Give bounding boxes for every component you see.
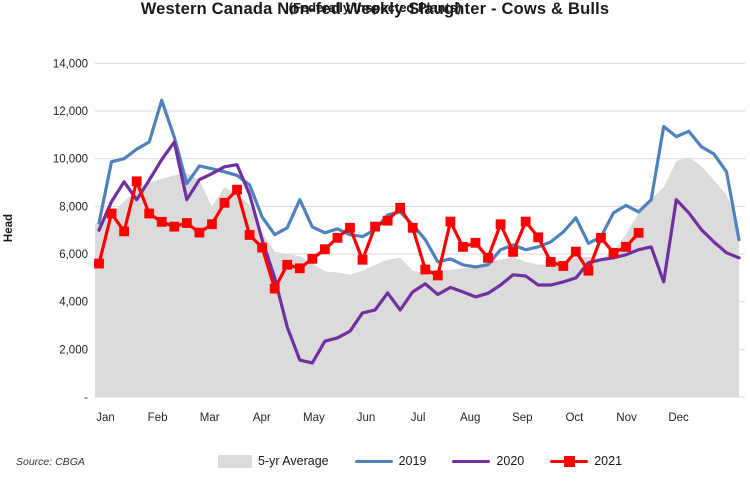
data-point-marker: [219, 197, 230, 208]
data-point-marker: [633, 227, 644, 238]
data-point-marker: [194, 227, 205, 238]
data-point-marker: [144, 208, 155, 219]
data-point-marker: [533, 232, 544, 243]
y-tick-label: 6,000: [59, 249, 88, 261]
data-point-marker: [269, 283, 280, 294]
y-tick-label: 14,000: [53, 58, 88, 70]
x-tick-label: Jan: [96, 412, 115, 424]
legend-item-2021: 2021: [550, 454, 622, 468]
data-point-marker: [445, 216, 456, 227]
data-point-marker: [131, 176, 142, 187]
data-point-marker: [332, 232, 343, 243]
data-point-marker: [470, 237, 481, 248]
data-point-marker: [181, 218, 192, 228]
legend-label: 2019: [398, 454, 427, 468]
x-tick-label: Oct: [565, 412, 584, 424]
data-point-marker: [119, 226, 129, 237]
x-tick-label: Sep: [512, 412, 532, 424]
data-point-marker: [207, 219, 217, 230]
data-point-marker: [395, 202, 406, 213]
y-tick-label: 2,000: [59, 344, 88, 356]
y-tick-label: 8,000: [59, 201, 88, 213]
line-square-swatch-icon: [550, 455, 589, 468]
data-point-marker: [357, 254, 368, 265]
data-point-marker: [458, 241, 468, 252]
x-tick-label: May: [303, 412, 325, 424]
source-note: Source: CBGA: [16, 456, 85, 468]
legend-item-5yr-average: 5-yr Average: [217, 454, 329, 468]
data-point-marker: [382, 215, 393, 226]
data-point-marker: [169, 221, 180, 232]
x-tick-label: Feb: [148, 412, 168, 424]
line-swatch-icon: [452, 455, 491, 468]
data-point-marker: [294, 263, 305, 274]
line-swatch-icon: [354, 455, 393, 468]
data-point-marker: [608, 247, 619, 258]
data-point-marker: [495, 219, 506, 230]
legend-item-2019: 2019: [354, 454, 427, 468]
data-point-marker: [432, 270, 443, 281]
area-swatch-icon: [217, 454, 252, 468]
data-point-marker: [345, 222, 355, 233]
data-point-marker: [232, 184, 242, 195]
y-tick-label: 10,000: [53, 154, 88, 166]
chart-subtitle: (Federally Inspected Plants): [288, 0, 462, 15]
data-point-marker: [156, 216, 167, 227]
data-point-marker: [319, 244, 330, 255]
data-point-marker: [370, 221, 380, 232]
data-point-marker: [244, 230, 255, 240]
data-point-marker: [583, 265, 594, 276]
series-line-2020: [97, 140, 741, 365]
data-point-marker: [106, 208, 117, 219]
data-point-marker: [282, 259, 293, 270]
y-tick-label: 4,000: [59, 297, 88, 309]
legend-label: 2020: [496, 454, 525, 468]
data-point-marker: [420, 264, 431, 275]
data-point-marker: [570, 246, 581, 257]
y-tick-label: 12,000: [53, 106, 88, 118]
legend-item-2020: 2020: [452, 454, 524, 468]
legend: 5-yr Average 2019 2020 2021: [95, 449, 745, 473]
x-tick-label: Jul: [411, 412, 426, 424]
data-point-marker: [520, 216, 531, 227]
x-tick-label: Jun: [357, 412, 376, 424]
legend-label: 5-yr Average: [257, 454, 329, 468]
series-line-2019: [97, 98, 741, 269]
data-point-marker: [257, 242, 268, 253]
x-tick-label: Nov: [616, 412, 637, 424]
data-point-marker: [407, 222, 418, 233]
y-tick-label: -: [84, 392, 88, 404]
data-point-marker: [545, 256, 556, 267]
data-point-marker: [94, 258, 104, 269]
x-tick-label: Dec: [668, 412, 689, 424]
series-area-5-yr-average: [95, 157, 739, 397]
data-point-marker: [558, 261, 569, 271]
page-title: Western Canada Non-fed Weekly Slaughter …: [140, 0, 610, 18]
data-point-marker: [307, 253, 318, 264]
x-tick-label: Aug: [460, 412, 480, 424]
x-tick-label: Apr: [253, 412, 271, 424]
data-point-marker: [508, 246, 519, 257]
data-point-marker: [483, 252, 493, 263]
legend-label: 2021: [594, 454, 623, 468]
data-point-marker: [621, 241, 631, 252]
data-point-marker: [596, 232, 606, 243]
x-tick-label: Mar: [200, 412, 220, 424]
